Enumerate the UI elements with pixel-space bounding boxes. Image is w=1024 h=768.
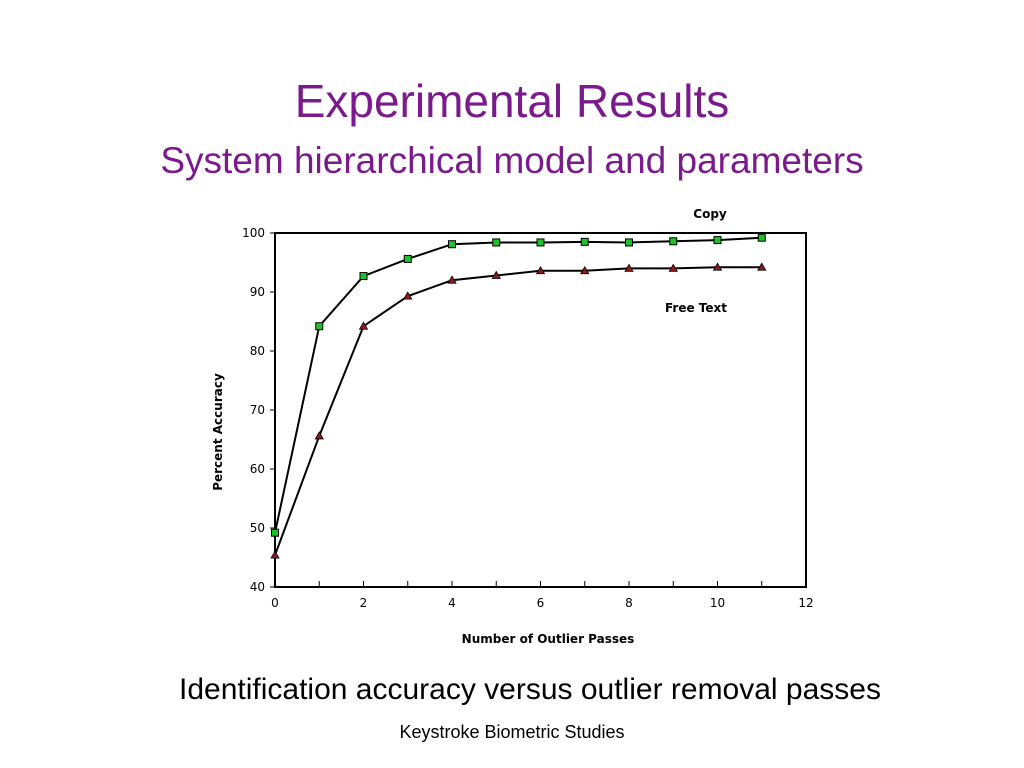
data-point-free-text xyxy=(358,321,369,330)
y-axis-ticks: 40 50 60 70 80 90 100 xyxy=(242,226,275,594)
y-tick-label: 50 xyxy=(250,521,265,535)
data-point-copy xyxy=(492,238,501,247)
x-tick-label: 0 xyxy=(271,596,279,610)
x-tick-label: 10 xyxy=(710,596,725,610)
x-tick-label: 12 xyxy=(798,596,813,610)
data-point-free-text xyxy=(712,262,723,271)
data-point-copy xyxy=(625,238,633,247)
data-point-copy xyxy=(448,240,456,249)
data-point-free-text xyxy=(270,550,280,559)
y-tick-label: 60 xyxy=(250,462,265,476)
data-point-free-text xyxy=(314,431,324,440)
data-point-copy xyxy=(403,254,412,263)
x-axis-label: Number of Outlier Passes xyxy=(462,632,635,646)
x-tick-label: 6 xyxy=(537,596,545,610)
data-point-free-text xyxy=(403,291,413,300)
data-point-copy xyxy=(757,233,766,242)
data-point-copy xyxy=(580,237,589,246)
series-label-copy: Copy xyxy=(693,207,727,221)
data-point-copy xyxy=(669,237,678,246)
data-point-copy xyxy=(713,236,722,245)
data-point-free-text xyxy=(535,265,546,275)
x-tick-label: 2 xyxy=(360,596,368,610)
data-point-copy xyxy=(359,272,368,281)
y-tick-label: 80 xyxy=(250,344,265,358)
series-markers xyxy=(270,233,767,559)
data-point-copy xyxy=(271,528,279,537)
y-tick-label: 90 xyxy=(250,285,265,299)
figure-caption: Identification accuracy versus outlier r… xyxy=(179,673,881,706)
data-point-free-text xyxy=(624,263,634,272)
slide-subtitle: System hierarchical model and parameters xyxy=(160,140,864,181)
data-point-free-text xyxy=(668,263,678,272)
data-point-free-text xyxy=(447,275,457,284)
series-lines xyxy=(274,236,762,556)
series-line-free-text xyxy=(274,266,762,556)
y-tick-label: 100 xyxy=(242,226,265,240)
slide-title: Experimental Results xyxy=(294,75,730,127)
x-axis-ticks: 0 2 4 6 8 10 12 xyxy=(271,581,814,610)
data-point-free-text xyxy=(580,265,590,275)
x-tick-label: 8 xyxy=(625,596,633,610)
y-tick-label: 70 xyxy=(250,403,265,417)
data-point-copy xyxy=(536,238,545,247)
data-point-free-text xyxy=(491,270,501,279)
slide-footer: Keystroke Biometric Studies xyxy=(399,722,625,742)
y-tick-label: 40 xyxy=(250,580,265,594)
data-point-free-text xyxy=(757,262,767,271)
x-tick-label: 4 xyxy=(448,596,456,610)
data-point-copy xyxy=(315,322,324,331)
y-axis-label: Percent Accuracy xyxy=(211,373,225,491)
series-label-free-text: Free Text xyxy=(665,301,727,315)
series-line-copy xyxy=(274,236,762,533)
